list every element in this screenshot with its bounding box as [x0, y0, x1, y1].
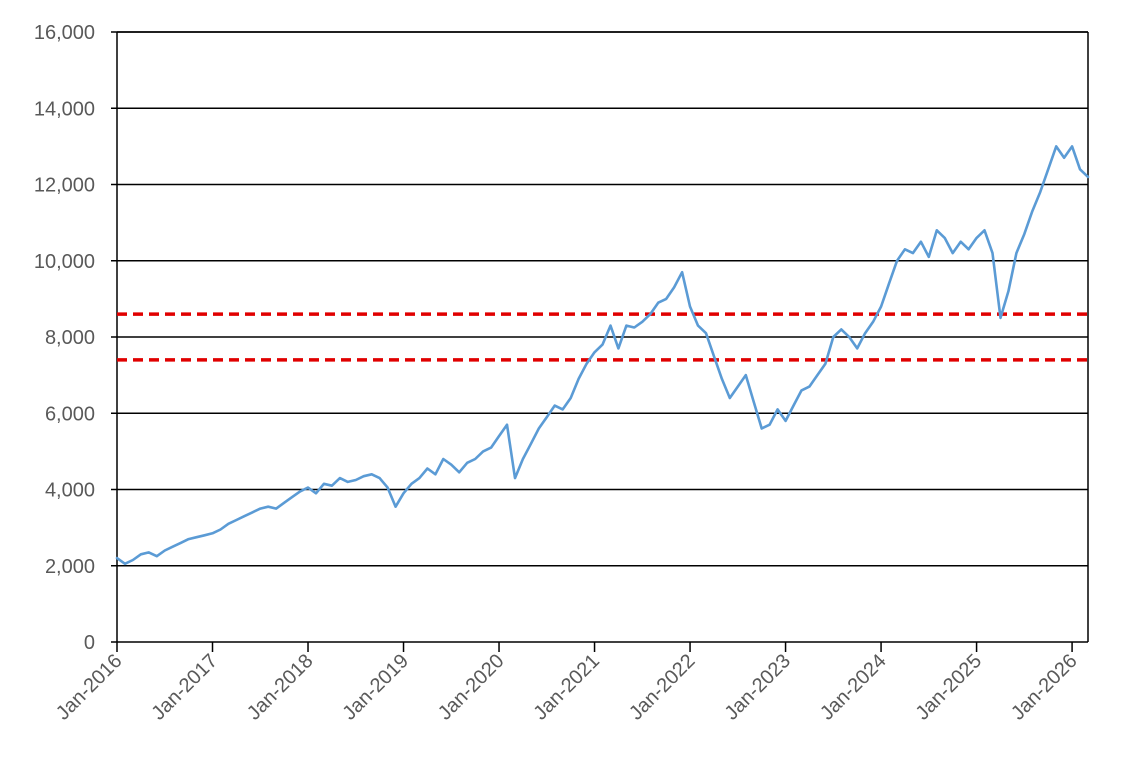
- axes: [111, 31, 1089, 652]
- y-tick-label: 16,000: [34, 22, 95, 44]
- x-tick-label: Jan-2025: [912, 650, 987, 725]
- y-tick-label: 0: [84, 632, 95, 654]
- x-tick-label: Jan-2018: [243, 650, 318, 725]
- reference-lines: [117, 312, 1088, 362]
- series-layer: [115, 145, 1090, 566]
- x-tick-label: Jan-2026: [1007, 650, 1082, 725]
- gridlines: [117, 31, 1088, 567]
- y-tick-label: 2,000: [45, 556, 95, 578]
- y-tick-label: 10,000: [34, 251, 95, 273]
- x-tick-label: Jan-2016: [52, 650, 127, 725]
- y-tick-labels: 0 2,000 4,000 6,000 8,000 10,000 12,000 14,000 1…: [34, 22, 95, 654]
- x-tick-label: Jan-2019: [339, 650, 414, 725]
- y-tick-label: 6,000: [45, 403, 95, 425]
- x-tick-labels: Jan-2016 Jan-2017 Jan-2018 Jan-2019 Jan-2020…: [52, 650, 1082, 725]
- x-tick-label: Jan-2022: [625, 650, 700, 725]
- y-tick-label: 12,000: [34, 175, 95, 197]
- x-tick-label: Jan-2017: [148, 650, 223, 725]
- y-tick-label: 4,000: [45, 480, 95, 502]
- y-tick-label: 14,000: [34, 98, 95, 120]
- x-tick-label: Jan-2020: [434, 650, 509, 725]
- x-tick-label: Jan-2021: [530, 650, 605, 725]
- series-line: [115, 145, 1090, 566]
- x-tick-label: Jan-2023: [721, 650, 796, 725]
- x-tick-label: Jan-2024: [816, 650, 891, 725]
- y-tick-label: 8,000: [45, 327, 95, 349]
